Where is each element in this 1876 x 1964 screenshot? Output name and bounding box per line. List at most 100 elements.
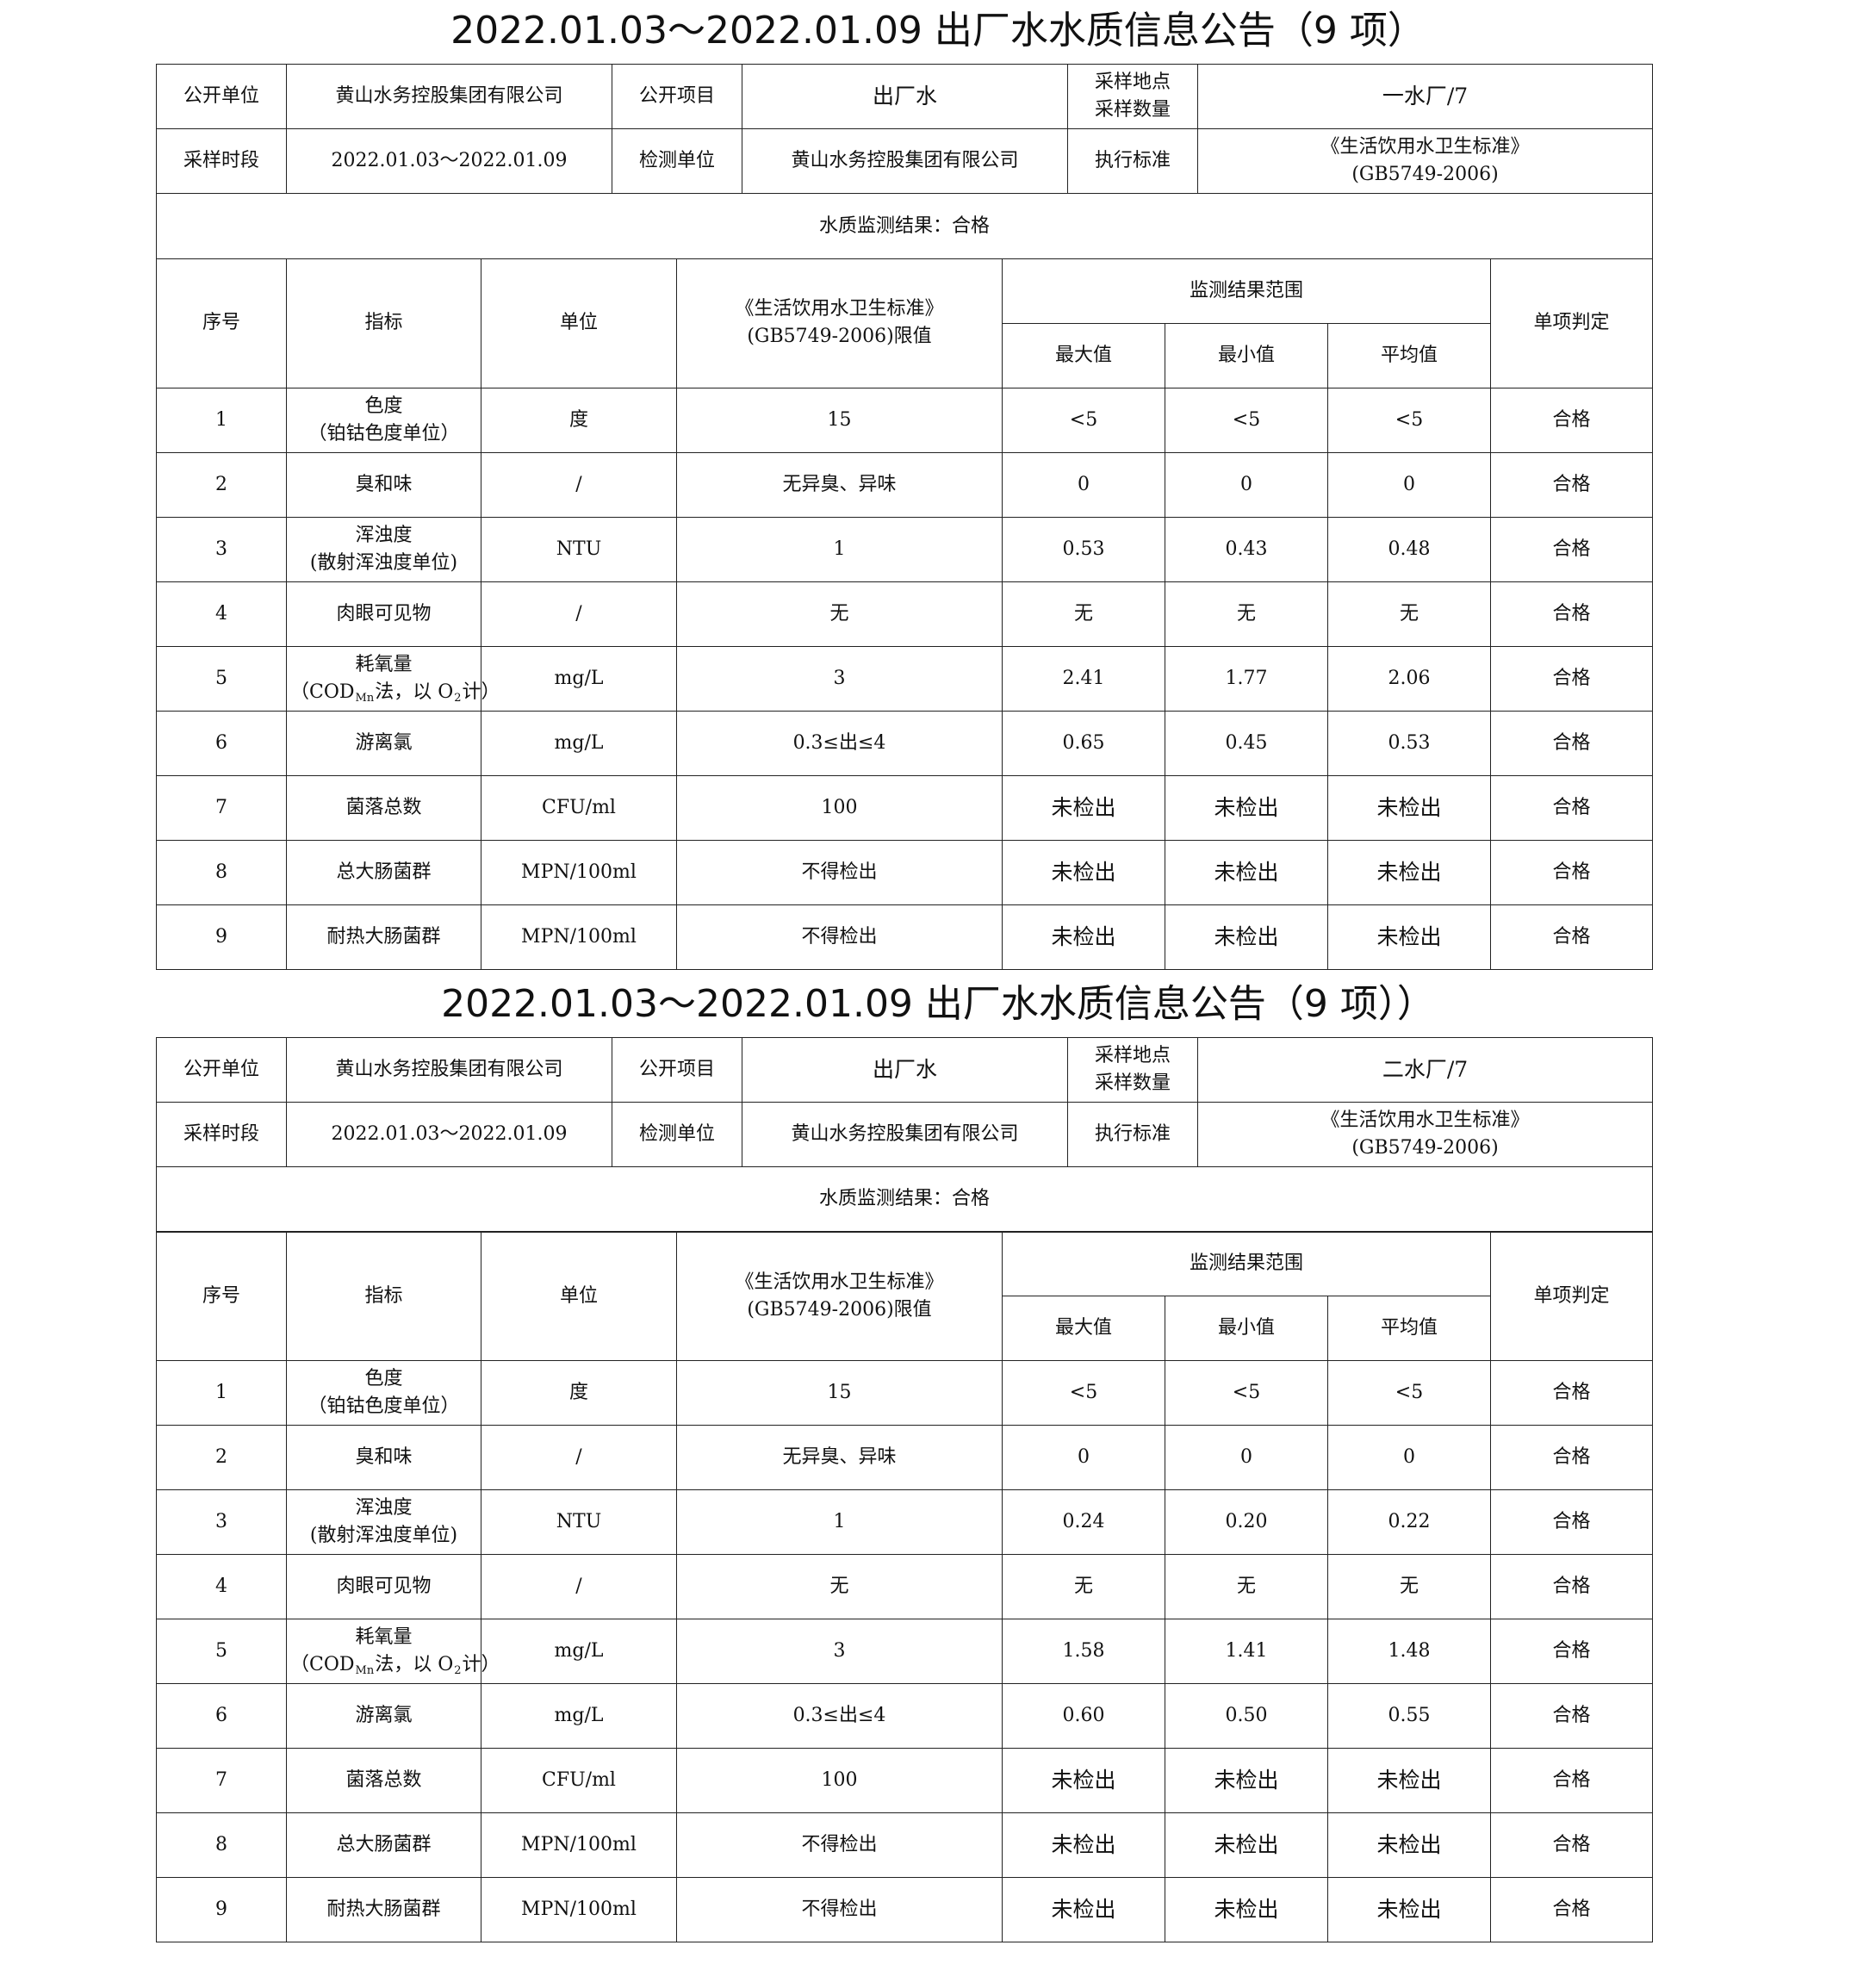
- label: 公开项目: [638, 1058, 715, 1080]
- cell-judge: 合格: [1490, 581, 1654, 647]
- cell-indicator: 游离氯: [286, 710, 481, 776]
- avg-value: 未检出: [1376, 859, 1442, 885]
- avg-value: 无: [1400, 602, 1419, 625]
- label-cell: 公开单位: [156, 64, 287, 129]
- cell-min: 0: [1165, 1425, 1328, 1490]
- indicator-name: 浑浊度: [355, 524, 413, 546]
- judge-value: 合格: [1552, 1382, 1591, 1403]
- cell-judge: 合格: [1490, 1683, 1654, 1749]
- unit-value: /: [575, 1576, 582, 1597]
- cell-no: 7: [156, 1748, 287, 1813]
- header-cell: 最小值: [1165, 1296, 1328, 1361]
- judge-value: 合格: [1552, 731, 1591, 754]
- table-row: 3 浑浊度 (散射浑浊度单位) NTU 1 0.53 0.43 0.48 合格: [156, 516, 1654, 582]
- cell-limit: 无异臭、异味: [676, 451, 1003, 518]
- indicator-name: 耐热大肠菌群: [326, 1899, 441, 1920]
- cell-limit: 不得检出: [676, 904, 1003, 970]
- cell-no: 6: [156, 1683, 287, 1749]
- row-number: 7: [215, 1769, 227, 1791]
- unit-value: MPN/100ml: [521, 1899, 637, 1920]
- min-value: 无: [1236, 1576, 1256, 1597]
- cell-avg: 0.55: [1326, 1683, 1492, 1749]
- cell-min: 0.50: [1165, 1683, 1328, 1749]
- cell-no: 3: [156, 1489, 287, 1555]
- min-value: 0.45: [1225, 731, 1268, 754]
- cell-no: 6: [156, 710, 287, 776]
- publisher: 黄山水务控股集团有限公司: [335, 85, 563, 107]
- cod-open: （COD: [290, 681, 355, 703]
- indicator-name: 游离氯: [355, 731, 413, 754]
- label: 公开项目: [638, 85, 715, 107]
- header-unit: 单位: [559, 1284, 598, 1307]
- cell-unit: CFU/ml: [481, 774, 677, 841]
- label-cell: 采样地点 采样数量: [1067, 1036, 1198, 1103]
- unit-value: mg/L: [554, 667, 604, 689]
- cell-no: 9: [156, 904, 287, 970]
- header-limit-code: (GB5749-2006)限值: [747, 326, 932, 347]
- header-min: 最小值: [1217, 1317, 1275, 1339]
- limit-value: 100: [821, 796, 858, 818]
- unit-value: CFU/ml: [542, 1769, 616, 1791]
- table-row: 4 肉眼可见物 / 无 无 无 无 合格: [156, 581, 1654, 647]
- cell-avg: 0.53: [1326, 710, 1492, 776]
- value-cell: 出厂水: [742, 1036, 1068, 1103]
- judge-value: 合格: [1552, 602, 1591, 625]
- cell-no: 4: [156, 1554, 287, 1619]
- row-number: 9: [215, 925, 227, 948]
- cell-limit: 不得检出: [676, 1877, 1003, 1942]
- cell-unit: /: [481, 1425, 677, 1490]
- indicator-name: 臭和味: [355, 1446, 413, 1468]
- cell-judge: 合格: [1490, 516, 1654, 582]
- label-cell: 采样时段: [156, 128, 287, 194]
- judge-value: 合格: [1552, 1899, 1591, 1920]
- indicator-name: 肉眼可见物: [336, 1576, 432, 1597]
- max-value: 无: [1073, 1576, 1093, 1597]
- limit-value: 0.3≤出≤4: [792, 1705, 886, 1726]
- header-judge: 单项判定: [1533, 312, 1610, 333]
- unit-value: MPN/100ml: [521, 925, 637, 948]
- cell-indicator: 臭和味: [286, 1425, 481, 1490]
- cell-limit: 3: [676, 1619, 1003, 1684]
- indicator-name: 总大肠菌群: [336, 861, 432, 883]
- cod-mid: 法，以 O: [375, 681, 454, 703]
- cell-max: 未检出: [1002, 1748, 1165, 1813]
- row-number: 2: [215, 1446, 227, 1468]
- header-row: 最大值 最小值 平均值: [157, 322, 1653, 388]
- label: 执行标准: [1094, 150, 1171, 171]
- header-no: 序号: [202, 1284, 240, 1307]
- cod-note: （CODMn法，以 O2计）: [290, 679, 500, 706]
- limit-value: 不得检出: [801, 861, 878, 883]
- max-value: 0.60: [1062, 1705, 1105, 1726]
- value-cell: 一水厂/7: [1197, 64, 1653, 129]
- cell-min: <5: [1165, 387, 1328, 453]
- cell-min: 0.20: [1165, 1489, 1328, 1555]
- overall-result: 水质监测结果：合格: [818, 1188, 990, 1209]
- header-avg: 平均值: [1381, 344, 1438, 366]
- cell-no: 7: [156, 774, 287, 841]
- standard-code: (GB5749-2006): [1351, 164, 1499, 185]
- cell-min: 未检出: [1165, 839, 1328, 905]
- cell-max: 未检出: [1002, 774, 1165, 841]
- max-value: 0.53: [1062, 538, 1105, 560]
- indicator-name: 浑浊度: [355, 1497, 413, 1519]
- cell-judge: 合格: [1490, 774, 1654, 841]
- cell-avg: 2.06: [1326, 645, 1492, 712]
- cell-indicator: 游离氯: [286, 1683, 481, 1749]
- cell-avg: 0.48: [1326, 516, 1492, 582]
- info-table: 公开单位 黄山水务控股集团有限公司 公开项目 出厂水 采样地点 采样数量 一水厂/…: [156, 64, 1653, 259]
- value-cell: 黄山水务控股集团有限公司: [286, 1036, 612, 1103]
- unit-value: CFU/ml: [542, 796, 616, 818]
- cell-min: 未检出: [1165, 1812, 1328, 1878]
- table-row: 9 耐热大肠菌群 MPN/100ml 不得检出 未检出 未检出 未检出 合格: [156, 1877, 1654, 1942]
- cod-sub-2: 2: [454, 691, 462, 705]
- min-value: 未检出: [1214, 1832, 1279, 1857]
- cell-indicator: 菌落总数: [286, 1748, 481, 1813]
- max-value: 1.58: [1062, 1640, 1105, 1662]
- cell-unit: mg/L: [481, 1619, 677, 1684]
- label: 公开单位: [183, 85, 259, 107]
- avg-value: 无: [1400, 1576, 1419, 1597]
- row-number: 2: [215, 473, 227, 495]
- cell-min: 未检出: [1165, 904, 1328, 970]
- min-value: 未检出: [1214, 859, 1279, 885]
- cell-limit: 0.3≤出≤4: [676, 1683, 1003, 1749]
